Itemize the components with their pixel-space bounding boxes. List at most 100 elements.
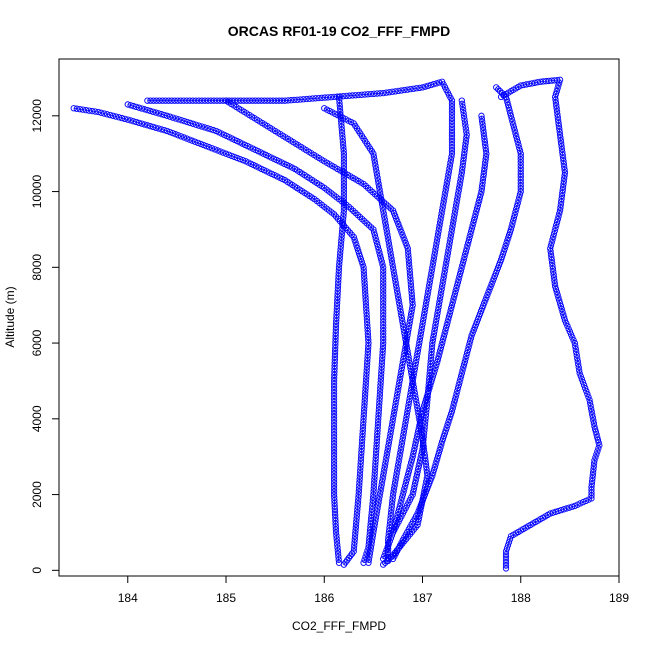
data-point	[437, 444, 444, 451]
y-tick-label: 8000	[30, 254, 44, 281]
data-point	[378, 367, 385, 374]
data-point	[510, 124, 518, 131]
data-point	[420, 433, 427, 440]
data-point	[395, 220, 402, 228]
data-point	[559, 186, 566, 194]
data-point	[421, 306, 429, 313]
data-point	[388, 258, 396, 265]
data-point	[331, 365, 338, 373]
data-point	[380, 89, 387, 97]
data-point	[371, 476, 378, 483]
data-point	[456, 378, 463, 386]
data-point	[359, 436, 366, 444]
data-point	[124, 101, 131, 108]
data-point	[210, 97, 218, 104]
data-point	[330, 488, 338, 495]
data-point	[464, 346, 472, 354]
data-point	[380, 469, 387, 476]
data-point	[595, 445, 602, 452]
data-point	[398, 364, 405, 372]
data-point	[189, 120, 197, 127]
data-point	[380, 279, 387, 286]
data-point	[382, 460, 389, 467]
data-point	[566, 328, 574, 335]
data-point	[239, 157, 247, 164]
data-point	[332, 326, 339, 334]
data-point	[393, 470, 400, 477]
data-point	[413, 85, 420, 92]
data-point	[448, 147, 456, 154]
data-point	[380, 267, 387, 274]
data-point	[175, 116, 182, 123]
data-point	[438, 286, 445, 293]
data-point	[335, 270, 342, 277]
data-point	[377, 252, 384, 259]
data-point	[510, 214, 518, 221]
data-point	[335, 279, 342, 286]
data-point	[411, 386, 418, 394]
data-point	[427, 354, 435, 362]
data-point	[183, 97, 190, 104]
data-point	[375, 183, 383, 190]
data-point	[437, 213, 445, 220]
data-point	[375, 409, 382, 416]
data-point	[327, 93, 335, 101]
data-point	[556, 207, 564, 214]
data-point	[336, 99, 343, 107]
data-point	[410, 488, 417, 495]
data-point	[590, 463, 597, 470]
data-point	[364, 358, 371, 365]
data-point	[553, 108, 561, 115]
data-point	[400, 428, 408, 435]
data-point	[465, 239, 472, 246]
data-point	[443, 183, 450, 190]
data-point	[418, 499, 425, 506]
data-point	[434, 231, 442, 238]
data-point	[413, 401, 420, 409]
data-point	[413, 471, 421, 478]
data-point	[517, 188, 524, 195]
data-point	[427, 273, 434, 280]
data-point	[511, 211, 518, 219]
data-point	[397, 449, 404, 456]
data-point	[516, 191, 524, 198]
data-point	[401, 485, 408, 492]
data-point	[417, 454, 424, 461]
data-point	[373, 445, 380, 453]
data-point	[380, 324, 387, 332]
data-point	[73, 105, 80, 112]
data-point	[339, 141, 347, 148]
data-point	[121, 115, 128, 122]
data-point	[361, 397, 368, 404]
data-point	[362, 291, 369, 298]
data-point	[513, 202, 521, 210]
data-point	[350, 233, 357, 241]
data-point	[333, 532, 340, 539]
data-point	[596, 442, 603, 449]
data-point	[422, 488, 430, 496]
data-point	[330, 425, 338, 432]
data-point	[234, 97, 241, 104]
data-point	[378, 361, 385, 368]
data-point	[470, 216, 478, 224]
data-point	[352, 239, 359, 246]
data-point	[411, 442, 419, 449]
data-point	[404, 86, 411, 93]
data-point	[89, 107, 96, 115]
data-point	[387, 509, 395, 516]
data-point	[404, 404, 412, 412]
data-point	[387, 515, 394, 522]
data-point	[448, 112, 456, 119]
data-point	[332, 529, 340, 536]
data-point	[334, 544, 341, 551]
data-point	[459, 166, 466, 173]
data-point	[332, 335, 339, 343]
data-point	[456, 270, 464, 278]
data-point	[430, 255, 438, 262]
data-point	[480, 173, 487, 181]
data-point	[419, 320, 426, 328]
data-point	[405, 325, 412, 333]
x-tick-label: 187	[412, 591, 432, 605]
data-point	[331, 347, 339, 355]
data-point	[210, 126, 217, 134]
